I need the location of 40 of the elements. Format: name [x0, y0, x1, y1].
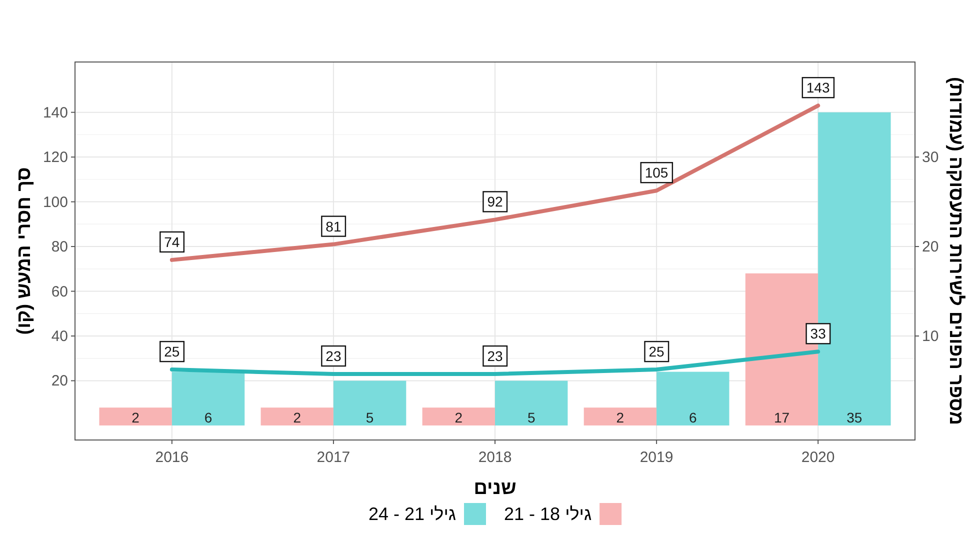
- data-label: 23: [487, 348, 503, 364]
- data-label: 25: [648, 344, 665, 360]
- data-label: 2: [132, 409, 140, 426]
- x-tick-label: 2020: [801, 449, 835, 466]
- y-tick-label: 120: [42, 149, 68, 166]
- y-tick-label: 40: [51, 328, 68, 345]
- data-label: 105: [644, 164, 668, 181]
- x-tick-label: 2016: [155, 449, 189, 466]
- data-label: 5: [366, 409, 374, 426]
- y2-tick-label: 20: [922, 238, 939, 256]
- data-label: 2: [454, 409, 463, 426]
- data-label: 25: [164, 344, 180, 360]
- y2-axis-title: מספר הפונים לשירות התעסוקה (עמודות): [945, 76, 966, 426]
- legend-label: גילי 18 - 21: [504, 504, 592, 524]
- y-tick-label: 20: [51, 372, 68, 390]
- data-label: 74: [164, 234, 180, 250]
- data-label: 2: [616, 409, 624, 426]
- data-label: 92: [487, 194, 503, 210]
- y-tick-label: 100: [42, 194, 68, 211]
- data-label: 5: [527, 409, 536, 426]
- x-tick-label: 2018: [478, 449, 512, 466]
- data-label: 6: [204, 409, 212, 426]
- y-tick-label: 80: [51, 238, 68, 256]
- data-label: 33: [810, 326, 826, 342]
- y2-tick-label: 30: [922, 149, 939, 166]
- data-label: 23: [326, 348, 342, 364]
- data-label: 17: [774, 409, 790, 426]
- y-tick-label: 140: [42, 104, 68, 122]
- legend-label: גילי 21 - 24: [368, 504, 456, 524]
- data-label: 2: [293, 409, 302, 426]
- data-label: 81: [326, 218, 342, 234]
- y-axis-title: סך חסרי המעש (קו): [14, 167, 35, 335]
- x-axis-title: שנים: [474, 478, 516, 499]
- x-tick-label: 2019: [640, 449, 674, 466]
- y2-tick-label: 10: [922, 328, 939, 345]
- data-label: 143: [806, 80, 830, 96]
- data-label: 6: [688, 409, 697, 426]
- x-tick-label: 2017: [316, 449, 350, 466]
- data-label: 35: [846, 409, 862, 426]
- y-tick-label: 60: [51, 283, 68, 300]
